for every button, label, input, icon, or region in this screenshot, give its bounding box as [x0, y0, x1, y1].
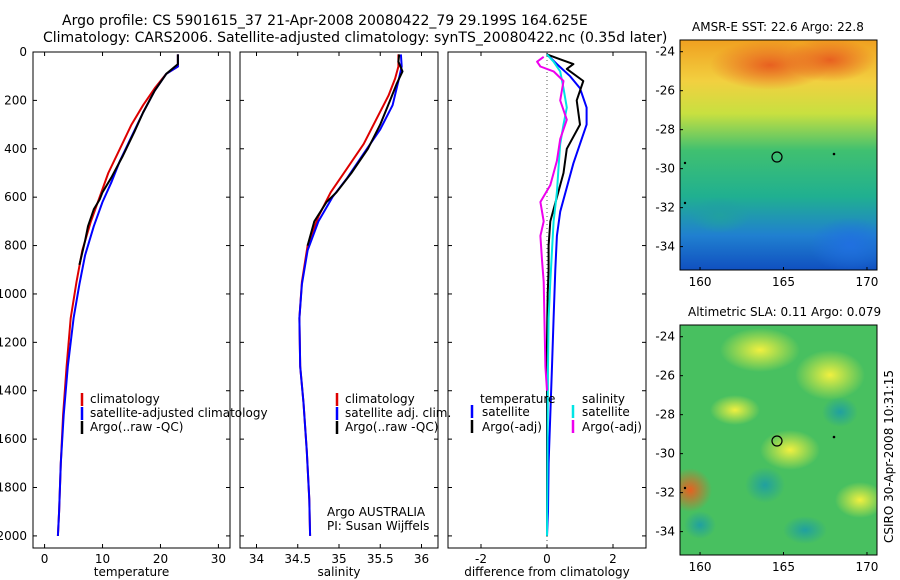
x-tick-label: 34.5: [284, 552, 311, 566]
x-tick-label: 34: [249, 552, 264, 566]
legend-header-salinity: salinity: [582, 392, 625, 406]
y-tick-label: 1400: [0, 384, 27, 398]
legend-header-temperature: temperature: [480, 392, 555, 406]
y-tick-label: 1600: [0, 432, 27, 446]
y-tick-label: 1000: [0, 287, 27, 301]
series-line-salinity-argo-adj-: [536, 55, 568, 391]
x-tick-label: 36: [414, 552, 429, 566]
y-tick-label: 800: [4, 239, 27, 253]
salinity-annotation-line1: Argo AUSTRALIA: [327, 505, 426, 519]
x-tick-label: 35.5: [367, 552, 394, 566]
sst-float-dot: [832, 152, 836, 156]
x-tick-label: 2: [609, 552, 617, 566]
map-y-tick-label: -34: [655, 525, 675, 539]
map-x-tick-label: 160: [689, 275, 712, 289]
legend-label-climatology: climatology: [90, 392, 160, 406]
series-line-satellite-adj-clim-: [298, 54, 403, 536]
sla-argo-marker: [771, 435, 783, 447]
map-y-tick-label: -24: [655, 330, 675, 344]
series-line-temperature-satellite: [546, 53, 588, 536]
map-y-tick-label: -34: [655, 240, 675, 254]
sst-argo-marker: [771, 151, 783, 163]
plot-frame: [239, 51, 439, 549]
sla-map-frame: [679, 324, 878, 556]
legend-label-satellite-adj: satellite adj. clim.: [345, 406, 451, 420]
sla-map-axes: 160 165 170 -24 -26 -28 -30 -32 -34: [655, 330, 878, 574]
x-tick-label: 10: [95, 552, 110, 566]
map-x-tick-label: 165: [772, 275, 795, 289]
sst-float-dot-left: [683, 161, 687, 165]
sla-map-image: [680, 325, 877, 555]
figure-title-line1: Argo profile: CS 5901615_37 21-Apr-2008 …: [62, 13, 588, 29]
legend-label-climatology: climatology: [345, 392, 415, 406]
map-x-tick-label: 165: [772, 560, 795, 574]
salinity-annotation-line2: PI: Susan Wijffels: [327, 519, 429, 533]
side-timestamp: CSIRO 30-Apr-2008 10:31:15: [882, 370, 896, 543]
legend-label-temp-satellite: satellite: [482, 405, 530, 419]
y-tick-label: 200: [4, 93, 27, 107]
sst-map-axes: 160 165 170 -24 -26 -28 -30 -32 -34: [655, 45, 878, 289]
map-y-tick-label: -28: [655, 408, 675, 422]
x-tick-label: 30: [211, 552, 226, 566]
y-tick-label: 0: [19, 45, 27, 59]
x-axis-label: salinity: [317, 565, 360, 579]
series-line-argo-raw-qc-: [78, 54, 179, 266]
sla-map-title: Altimetric SLA: 0.11 Argo: 0.079: [688, 305, 881, 319]
legend-label-argo: Argo(..raw -QC): [90, 420, 183, 434]
salinity-legend: climatology satellite adj. clim. Argo(..…: [335, 392, 451, 434]
sst-map-frame: [679, 39, 878, 271]
map-y-tick-label: -26: [655, 84, 675, 98]
legend-label-satellite-adjusted: satellite-adjusted climatology: [90, 406, 268, 420]
map-y-tick-label: -24: [655, 45, 675, 59]
map-y-tick-label: -26: [655, 369, 675, 383]
x-tick-label: 20: [153, 552, 168, 566]
legend-label-sal-argo: Argo(-adj): [582, 420, 642, 434]
x-tick-label: -2: [475, 552, 487, 566]
series-line-satellite-adjusted-climatology: [56, 54, 179, 536]
plot-frame: [32, 51, 231, 549]
x-tick-label: 0: [41, 552, 49, 566]
map-x-tick-label: 170: [856, 560, 879, 574]
series-line-argo-raw-qc-: [306, 54, 404, 246]
sla-float-dot-left: [683, 486, 687, 490]
x-axis-label: temperature: [94, 565, 169, 579]
map-y-tick-label: -32: [655, 486, 675, 500]
x-tick-label: 0: [543, 552, 551, 566]
sst-map-title: AMSR-E SST: 22.6 Argo: 22.8: [692, 20, 864, 34]
legend-label-temp-argo: Argo(-adj): [482, 420, 542, 434]
y-tick-label: 2000: [0, 529, 27, 543]
sst-float-dot-left2: [683, 201, 687, 205]
figure-title-line2: Climatology: CARS2006. Satellite-adjuste…: [43, 30, 667, 46]
y-tick-label: 1800: [0, 481, 27, 495]
x-tick-label: 35: [331, 552, 346, 566]
difference-legend: temperature salinity satellite Argo(-adj…: [470, 392, 642, 434]
y-tick-label: 1200: [0, 335, 27, 349]
map-x-tick-label: 160: [689, 560, 712, 574]
map-x-tick-label: 170: [856, 275, 879, 289]
series-line-temperature-argo-adj-: [546, 53, 585, 536]
temperature-legend: climatology satellite-adjusted climatolo…: [80, 392, 268, 434]
map-y-tick-label: -30: [655, 447, 675, 461]
map-y-tick-label: -32: [655, 201, 675, 215]
sst-map-image: [680, 40, 877, 270]
legend-label-argo: Argo(..raw -QC): [345, 420, 438, 434]
y-tick-label: 400: [4, 142, 27, 156]
series-line-climatology: [298, 54, 400, 536]
legend-label-sal-satellite: satellite: [582, 405, 630, 419]
y-tick-label: 600: [4, 190, 27, 204]
temperature-profile-panel: 0 200 400 600 800 1000 1200 1400 1600 1800 2000 0 10…: [0, 45, 231, 579]
series-line-climatology: [56, 54, 179, 536]
sla-float-dot: [832, 435, 836, 439]
map-y-tick-label: -28: [655, 123, 675, 137]
x-axis-label: difference from climatology: [464, 565, 630, 579]
salinity-profile-panel: 34 34.5 35 35.5 36 salinity: [239, 51, 439, 579]
map-y-tick-label: -30: [655, 162, 675, 176]
